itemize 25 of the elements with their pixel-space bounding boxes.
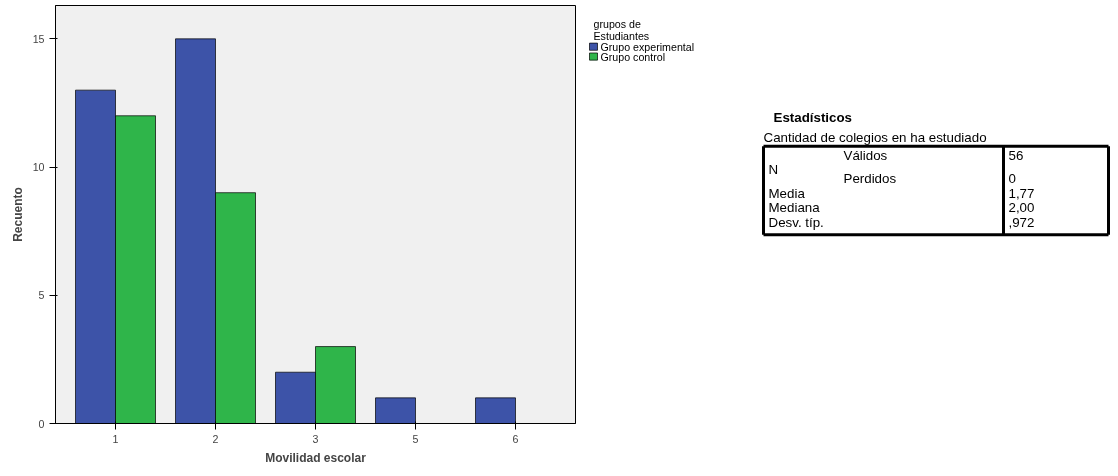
text: Válidos (843, 147, 888, 163)
text: N (768, 161, 779, 177)
text: 2,00 (1008, 200, 1035, 216)
text: 1,77 (1008, 186, 1035, 202)
x-tick-label: 5 (412, 432, 419, 445)
legend-title: grupos de Estudiantes (593, 18, 650, 43)
text: Cantidad de colegios en ha estudiado (763, 129, 987, 145)
y-axis-title: Recuento (10, 187, 25, 242)
text: Estadísticos (773, 109, 853, 125)
y-tick-label: 15 (32, 32, 45, 45)
text: Desv. típ. (768, 214, 824, 230)
text: Media (768, 186, 806, 202)
y-tick-label: 10 (32, 161, 45, 174)
text: Mediana (768, 200, 821, 216)
y-tick-label: 5 (38, 289, 45, 302)
x-tick-label: 2 (212, 432, 219, 445)
x-axis-title: Movilidad escolar (265, 450, 367, 465)
y-tick-label: 0 (38, 417, 45, 430)
x-tick-label: 1 (112, 432, 119, 445)
text: Perdidos (843, 170, 897, 186)
x-tick-label: 6 (512, 432, 519, 445)
text: ,972 (1008, 214, 1035, 230)
x-tick-label: 3 (312, 432, 319, 445)
text: 0 (1008, 170, 1016, 186)
text: 56 (1008, 147, 1024, 163)
